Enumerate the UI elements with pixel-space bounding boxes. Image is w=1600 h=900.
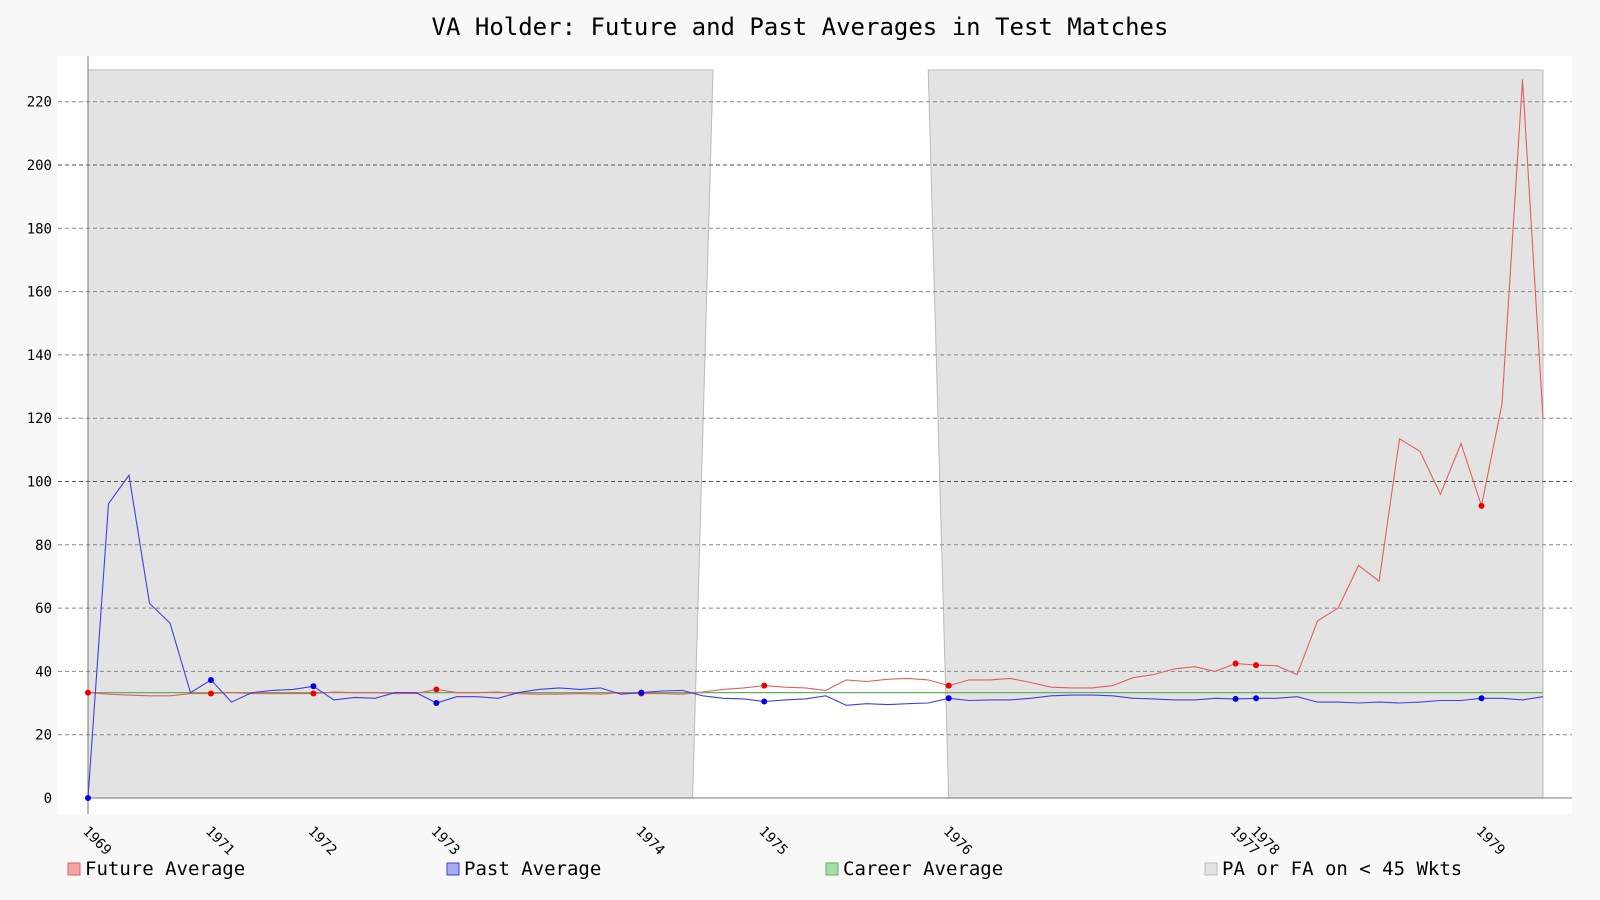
legend-swatch <box>1204 862 1218 876</box>
legend: Future Average Past Average Career Average… <box>67 858 1462 880</box>
y-tick-label: 180 <box>27 221 52 237</box>
y-tick-label: 120 <box>27 411 52 427</box>
past-average-point <box>1253 695 1260 702</box>
shaded-region-1 <box>87 69 714 799</box>
legend-label: Past Average <box>464 858 601 880</box>
y-tick-label: 20 <box>35 728 52 744</box>
legend-item: Past Average <box>446 858 601 880</box>
past-average-point <box>761 698 768 705</box>
low-wicket-shading <box>87 69 1544 799</box>
y-tick-label: 160 <box>27 285 52 301</box>
y-tick-label: 220 <box>27 95 52 111</box>
past-average-point <box>207 676 214 683</box>
legend-swatch <box>446 862 460 876</box>
past-average-point <box>85 795 91 801</box>
gridlines <box>58 101 1572 736</box>
legend-item: Career Average <box>825 858 1003 880</box>
future-average-point <box>761 682 768 689</box>
y-tick-label: 80 <box>35 538 52 554</box>
x-tick-label: 1972 <box>305 824 340 859</box>
x-tick-label: 1974 <box>632 824 667 859</box>
past-average-point <box>310 683 317 690</box>
legend-label: PA or FA on < 45 Wkts <box>1222 858 1462 880</box>
future-average-point <box>1253 662 1260 669</box>
past-average-point <box>433 700 440 707</box>
legend-swatch <box>67 862 81 876</box>
past-average-point <box>945 695 952 702</box>
x-tick-label: 1975 <box>755 824 790 859</box>
future-average-point <box>85 689 91 696</box>
future-average-point <box>310 690 317 697</box>
past-average-point <box>1232 695 1239 702</box>
legend-item: Future Average <box>67 858 245 880</box>
future-average-line <box>87 79 1544 697</box>
y-tick-label: 40 <box>35 664 52 680</box>
shaded-region-2 <box>927 69 1544 799</box>
series-lines <box>87 79 1544 799</box>
chart-title: VA Holder: Future and Past Averages in T… <box>432 13 1169 41</box>
y-tick-label: 60 <box>35 601 52 617</box>
past-average-point <box>1478 695 1485 702</box>
y-tick-label: 140 <box>27 348 52 364</box>
past-average-line <box>87 473 1544 799</box>
x-tick-label: 1976 <box>940 824 975 859</box>
x-tick-label: 1973 <box>428 824 463 859</box>
future-average-point <box>433 686 440 693</box>
legend-label: Future Average <box>85 858 245 880</box>
y-tick-label: 200 <box>27 158 52 174</box>
future-average-point <box>1232 660 1239 667</box>
x-tick-label: 1979 <box>1473 824 1508 859</box>
x-tick-label: 1971 <box>202 824 237 859</box>
y-tick-label: 0 <box>44 791 52 807</box>
x-tick-label: 1969 <box>79 824 114 859</box>
future-average-point <box>207 690 214 697</box>
year-markers <box>85 502 1485 801</box>
legend-label: Career Average <box>843 858 1003 880</box>
y-tick-label: 100 <box>27 475 52 491</box>
future-average-point <box>1478 502 1485 509</box>
legend-swatch <box>825 862 839 876</box>
legend-item: PA or FA on < 45 Wkts <box>1204 858 1462 880</box>
past-average-point <box>638 689 645 696</box>
future-average-point <box>945 682 952 689</box>
